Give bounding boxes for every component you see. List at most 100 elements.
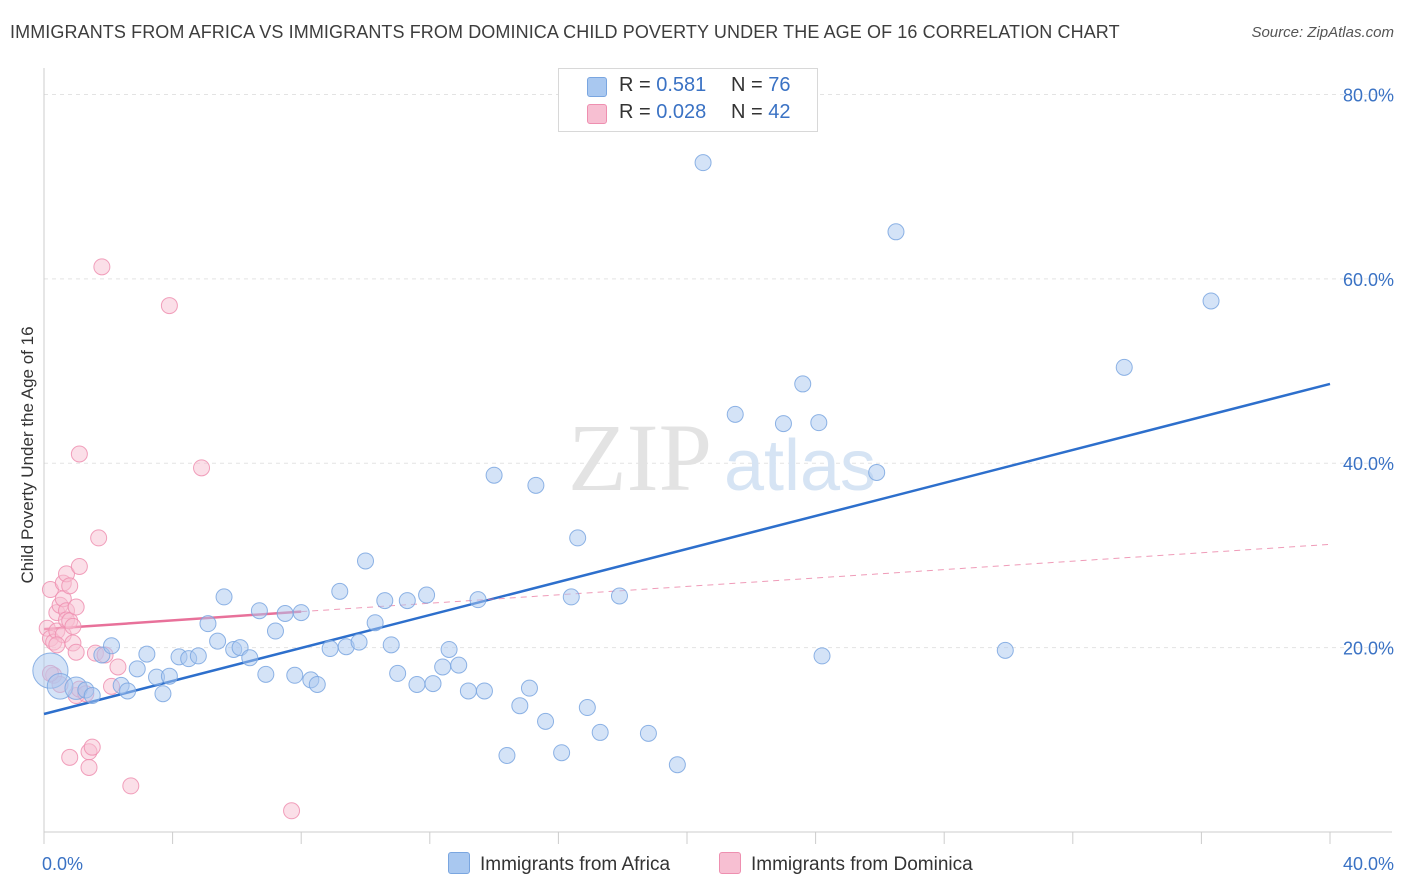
africa-point-9 bbox=[128, 660, 146, 678]
dominica-point-18 bbox=[64, 617, 82, 635]
dominica-point-15 bbox=[61, 577, 79, 595]
africa-point-39 bbox=[389, 664, 407, 682]
dominica-point-40 bbox=[48, 636, 66, 654]
legend-r-value: 0.028 bbox=[656, 101, 707, 123]
africa-point-43 bbox=[424, 675, 442, 693]
africa-point-23 bbox=[250, 602, 268, 620]
africa-point-59 bbox=[578, 699, 596, 717]
africa-point-72 bbox=[996, 641, 1014, 659]
x-tick-labels: 0.0% 40.0% bbox=[42, 854, 1394, 874]
africa-point-24 bbox=[257, 665, 275, 683]
africa-point-63 bbox=[668, 756, 686, 774]
watermark: ZIP atlas bbox=[568, 404, 876, 511]
africa-point-51 bbox=[498, 746, 516, 764]
legend-n-value: 76 bbox=[768, 74, 791, 96]
africa-point-30 bbox=[308, 675, 326, 693]
watermark-atlas: atlas bbox=[724, 426, 876, 506]
y-tick-label-3: 80.0% bbox=[1343, 85, 1394, 105]
africa-point-25 bbox=[266, 622, 284, 640]
legend-r-africa: R = 0.581 bbox=[619, 74, 706, 97]
legend-row-africa: R = 0.581 N = 76 bbox=[559, 74, 817, 100]
axes bbox=[43, 68, 1392, 844]
africa-point-62 bbox=[639, 724, 657, 742]
legend-n-africa: N = 76 bbox=[731, 74, 791, 97]
chart-title: IMMIGRANTS FROM AFRICA VS IMMIGRANTS FRO… bbox=[10, 22, 1120, 42]
legend-n-dominica: N = 42 bbox=[731, 101, 791, 124]
trend-line-africa bbox=[43, 382, 1331, 716]
y-tick-label-2: 60.0% bbox=[1343, 270, 1394, 290]
watermark-zip: ZIP bbox=[568, 404, 712, 511]
dominica-point-38 bbox=[193, 459, 211, 477]
dominica-point-25 bbox=[70, 557, 88, 575]
legend-box: R = 0.581 N = 76 R = 0.028 N = 42 bbox=[558, 68, 818, 132]
legend-swatch-africa bbox=[587, 77, 607, 97]
africa-point-50 bbox=[485, 466, 503, 484]
africa-point-10 bbox=[138, 645, 156, 663]
africa-point-64 bbox=[694, 154, 712, 172]
dominica-point-31 bbox=[90, 529, 108, 547]
bottom-legend-dominica: Immigrants from Dominica bbox=[719, 852, 973, 876]
y-tick-labels: 20.0% 40.0% 60.0% 80.0% bbox=[1343, 85, 1394, 658]
legend-row-dominica: R = 0.028 N = 42 bbox=[559, 101, 817, 127]
africa-point-6 bbox=[103, 637, 121, 655]
dominica-point-29 bbox=[83, 738, 101, 756]
africa-point-37 bbox=[376, 592, 394, 610]
africa-point-4 bbox=[83, 687, 101, 705]
dominica-point-24 bbox=[70, 445, 88, 463]
grid-lines bbox=[44, 93, 1392, 649]
africa-point-71 bbox=[887, 223, 905, 241]
africa-point-31 bbox=[321, 640, 339, 658]
africa-point-60 bbox=[591, 723, 609, 741]
africa-point-46 bbox=[450, 656, 468, 674]
africa-point-68 bbox=[810, 414, 828, 432]
africa-point-42 bbox=[418, 586, 436, 604]
dominica-point-39 bbox=[283, 802, 301, 820]
africa-point-18 bbox=[209, 632, 227, 650]
africa-point-8 bbox=[119, 682, 137, 700]
bottom-legend-label-africa: Immigrants from Africa bbox=[480, 854, 671, 875]
x-tick-label-0: 0.0% bbox=[42, 854, 83, 874]
africa-point-19 bbox=[215, 588, 233, 606]
source-label: Source: ZipAtlas.com bbox=[1251, 24, 1394, 41]
x-tick-label-1: 40.0% bbox=[1343, 854, 1394, 874]
africa-point-34 bbox=[350, 633, 368, 651]
dominica-point-32 bbox=[93, 258, 111, 276]
africa-point-28 bbox=[292, 604, 310, 622]
africa-point-66 bbox=[774, 415, 792, 433]
bottom-legend-swatch-africa bbox=[448, 852, 470, 874]
bottom-legend-label-dominica: Immigrants from Dominica bbox=[751, 854, 973, 875]
africa-point-27 bbox=[286, 666, 304, 684]
dominica-point-21 bbox=[67, 643, 85, 661]
dominica-point-17 bbox=[61, 748, 79, 766]
africa-point-65 bbox=[726, 405, 744, 423]
legend-n-label: N = bbox=[731, 74, 763, 96]
africa-point-44 bbox=[434, 658, 452, 676]
series-dominica-points bbox=[38, 258, 301, 820]
bottom-legend: Immigrants from Africa Immigrants from D… bbox=[0, 852, 1406, 878]
africa-point-17 bbox=[199, 615, 217, 633]
africa-point-40 bbox=[398, 592, 416, 610]
africa-point-70 bbox=[868, 463, 886, 481]
africa-point-54 bbox=[527, 476, 545, 494]
dominica-point-36 bbox=[122, 777, 140, 795]
africa-point-61 bbox=[610, 587, 628, 605]
dominica-point-37 bbox=[160, 297, 178, 315]
africa-point-26 bbox=[276, 604, 294, 622]
africa-point-41 bbox=[408, 675, 426, 693]
africa-point-58 bbox=[569, 529, 587, 547]
legend-r-label: R = bbox=[619, 74, 651, 96]
africa-point-52 bbox=[511, 697, 529, 715]
legend-n-value: 42 bbox=[768, 101, 791, 123]
africa-point-67 bbox=[794, 375, 812, 393]
bottom-legend-africa: Immigrants from Africa bbox=[448, 852, 670, 876]
africa-point-13 bbox=[160, 667, 178, 685]
bottom-legend-swatch-dominica bbox=[719, 852, 741, 874]
africa-point-45 bbox=[440, 640, 458, 658]
africa-point-47 bbox=[459, 682, 477, 700]
y-tick-label-1: 40.0% bbox=[1343, 454, 1394, 474]
legend-r-value: 0.581 bbox=[656, 74, 707, 96]
africa-point-74 bbox=[1202, 292, 1220, 310]
y-tick-label-0: 20.0% bbox=[1343, 639, 1394, 659]
africa-point-69 bbox=[813, 647, 831, 665]
